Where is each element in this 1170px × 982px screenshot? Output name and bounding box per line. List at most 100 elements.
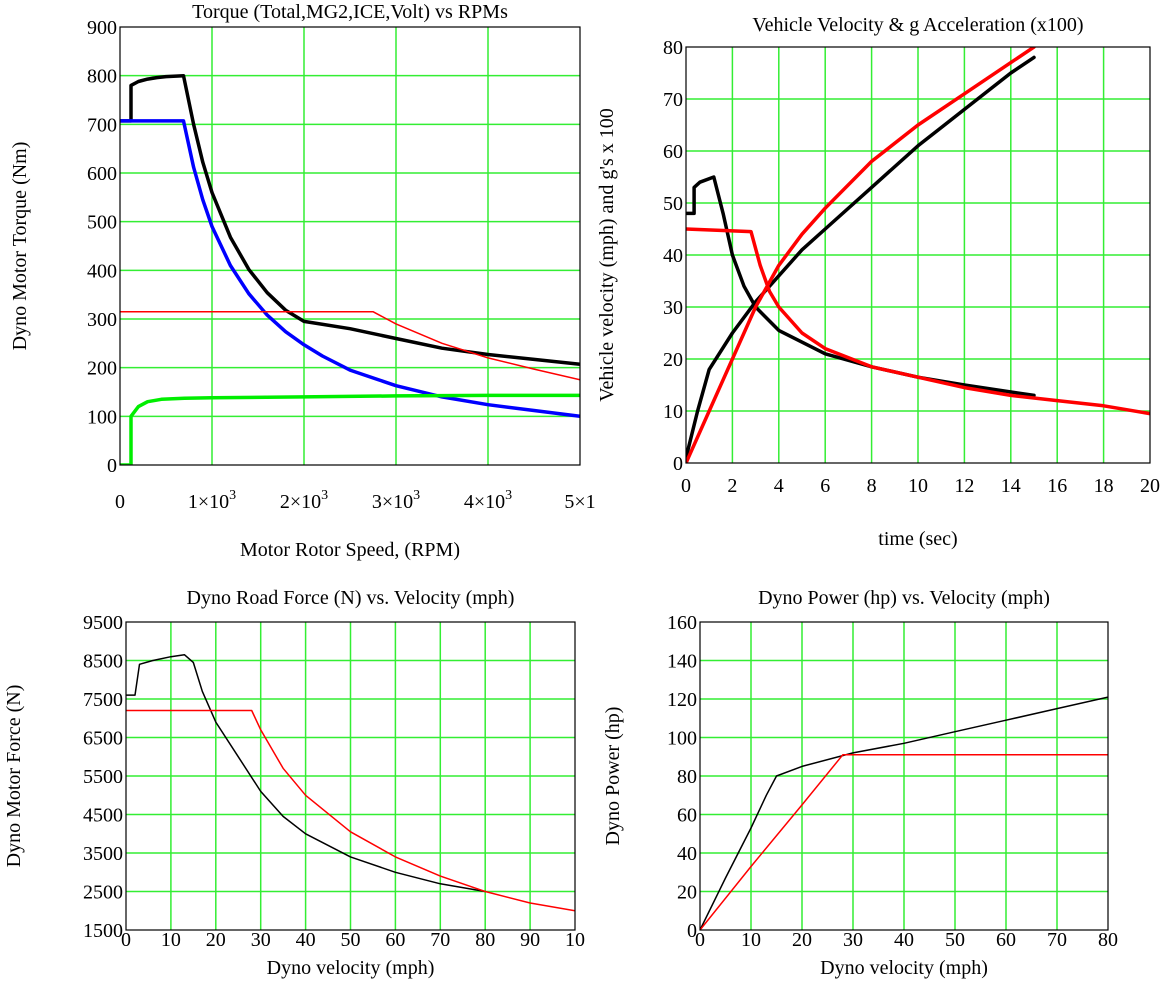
chart-1-x-tick-label: 2×103 — [280, 488, 328, 513]
chart-1-y-tick-label: 800 — [87, 66, 117, 88]
chart-1-y-tick-label: 700 — [87, 114, 117, 136]
chart-4-x-tick-label: 30 — [843, 929, 863, 951]
chart-1-series-1-line — [120, 73, 580, 367]
chart-4-y-tick-label: 100 — [667, 728, 697, 750]
chart-1-y-tick-label: 0 — [107, 455, 117, 477]
chart-4-series-1-line — [700, 696, 1108, 930]
chart-1-x-tick-label: 3×103 — [372, 488, 420, 513]
chart-2-y-tick-label: 50 — [663, 193, 683, 215]
chart-4-y-tick-label: 140 — [667, 651, 697, 673]
chart-4-series-2-line — [700, 754, 1108, 930]
chart-4-y-tick-label: 160 — [667, 612, 697, 634]
chart-4-x-tick-label: 40 — [894, 929, 914, 951]
chart-3-y-tick-label: 3500 — [83, 843, 123, 865]
chart-4-x-axis-label: Dyno velocity (mph) — [820, 957, 988, 979]
chart-4-y-tick-label: 120 — [667, 689, 697, 711]
chart-2-title: Vehicle Velocity & g Acceleration (x100) — [752, 14, 1083, 36]
chart-1-title: Torque (Total,MG2,ICE,Volt) vs RPMs — [192, 1, 508, 23]
chart-2-y-tick-label: 40 — [663, 245, 683, 267]
chart-3-grid — [126, 622, 575, 930]
chart-4-x-tick-label: 20 — [792, 929, 812, 951]
chart-1-x-tick-label: 1×103 — [188, 488, 236, 513]
chart-2-y-tick-label: 0 — [673, 453, 683, 475]
chart-3-x-tick-label: 80 — [475, 929, 495, 951]
chart-1-series-4-line — [120, 310, 580, 381]
chart-4-x-tick-label: 10 — [741, 929, 761, 951]
chart-4: Dyno Power (hp) vs. Velocity (mph) 0 10 20 3… — [602, 587, 1118, 979]
chart-1-y-tick-label: 900 — [87, 17, 117, 39]
chart-4-x-tick-label: 70 — [1047, 929, 1067, 951]
chart-4-x-tick-label: 80 — [1098, 929, 1118, 951]
chart-1-series-2-line — [120, 119, 580, 419]
chart-4-y-tick-label: 40 — [677, 843, 697, 865]
chart-3-x-tick-label: 70 — [430, 929, 450, 951]
chart-2-series-group — [686, 47, 1150, 463]
chart-3-y-axis-label: Dyno Motor Force (N) — [3, 685, 25, 868]
chart-4-series-group — [700, 696, 1108, 930]
chart-3-y-tick-label: 9500 — [83, 612, 123, 634]
chart-3-y-tick-label: 1500 — [83, 920, 123, 942]
chart-3-x-tick-label: 40 — [296, 929, 316, 951]
chart-4-y-tick-label: 20 — [677, 882, 697, 904]
chart-1-y-axis-label: Dyno Motor Torque (Nm) — [9, 142, 31, 351]
chart-3-x-tick-label: 30 — [251, 929, 271, 951]
chart-1-x-axis-label: Motor Rotor Speed, (RPM) — [240, 539, 460, 561]
chart-2-x-tick-label: 4 — [774, 475, 784, 497]
chart-2-plot-frame — [685, 46, 1151, 464]
chart-3-y-tick-label: 7500 — [83, 689, 123, 711]
chart-4-y-tick-label: 0 — [687, 920, 697, 942]
chart-1-x-tick-label: 0 — [115, 491, 125, 513]
chart-1-series-3-line — [120, 393, 580, 465]
chart-2-y-tick-label: 80 — [663, 37, 683, 59]
chart-2-series-3-line — [686, 47, 1036, 463]
chart-3-y-tick-label: 5500 — [83, 766, 123, 788]
chart-3-x-tick-label: 0 — [121, 929, 131, 951]
chart-2: Vehicle Velocity & g Acceleration (x100)… — [596, 14, 1160, 550]
chart-3-y-tick-label: 8500 — [83, 651, 123, 673]
chart-4-plot-frame — [699, 621, 1109, 931]
chart-3-y-tick-label: 4500 — [83, 805, 123, 827]
chart-2-y-tick-label: 70 — [663, 89, 683, 111]
chart-1-x-tick-label: 4×103 — [464, 488, 512, 513]
chart-4-y-tick-label: 80 — [677, 766, 697, 788]
chart-2-x-tick-label: 14 — [1001, 475, 1021, 497]
chart-4-grid — [700, 622, 1108, 930]
chart-3-series-1-line — [126, 653, 486, 893]
chart-1-series-group — [120, 73, 580, 465]
chart-3: Dyno Road Force (N) vs. Velocity (mph)0 1… — [3, 587, 585, 979]
chart-2-y-tick-label: 10 — [663, 401, 683, 423]
chart-1-y-tick-label: 100 — [87, 406, 117, 428]
chart-3-y-tick-label: 2500 — [83, 882, 123, 904]
chart-1-y-tick-label: 200 — [87, 358, 117, 380]
chart-3-x-tick-label: 50 — [341, 929, 361, 951]
chart-1-y-tick-label: 300 — [87, 309, 117, 331]
chart-4-y-tick-label: 60 — [677, 805, 697, 827]
chart-1-x-tick-label: 5×1 — [564, 491, 595, 513]
chart-3-x-tick-label: 10 — [565, 929, 585, 951]
chart-2-y-tick-label: 30 — [663, 297, 683, 319]
chart-2-x-tick-label: 0 — [681, 475, 691, 497]
chart-1-plot-frame — [119, 26, 581, 466]
chart-2-x-tick-label: 8 — [867, 475, 877, 497]
chart-3-y-tick-label: 6500 — [83, 728, 123, 750]
chart-4-x-tick-label: 50 — [945, 929, 965, 951]
chart-2-x-axis-label: time (sec) — [878, 528, 957, 550]
chart-2-x-tick-label: 12 — [954, 475, 974, 497]
chart-3-series-2-line — [126, 709, 575, 912]
chart-4-title: Dyno Power (hp) vs. Velocity (mph) — [758, 587, 1050, 609]
chart-3-series-group — [126, 653, 575, 912]
chart-2-series-1-line — [686, 55, 1036, 460]
chart-3-title: Dyno Road Force (N) vs. Velocity (mph) — [187, 587, 515, 609]
chart-3-x-tick-label: 60 — [385, 929, 405, 951]
chart-3-x-tick-label: 20 — [206, 929, 226, 951]
chart-3-x-axis-label: Dyno velocity (mph) — [267, 957, 435, 979]
chart-1: Torque (Total,MG2,ICE,Volt) vs RPMs 0 1×10… — [9, 1, 596, 561]
chart-4-x-tick-label: 60 — [996, 929, 1016, 951]
chart-2-x-tick-label: 6 — [820, 475, 830, 497]
chart-3-x-tick-label: 90 — [520, 929, 540, 951]
chart-4-y-axis-label: Dyno Power (hp) — [602, 707, 624, 846]
chart-2-x-tick-label: 16 — [1047, 475, 1067, 497]
chart-4-x-tick-label: 0 — [695, 929, 705, 951]
chart-2-x-tick-label: 20 — [1140, 475, 1160, 497]
